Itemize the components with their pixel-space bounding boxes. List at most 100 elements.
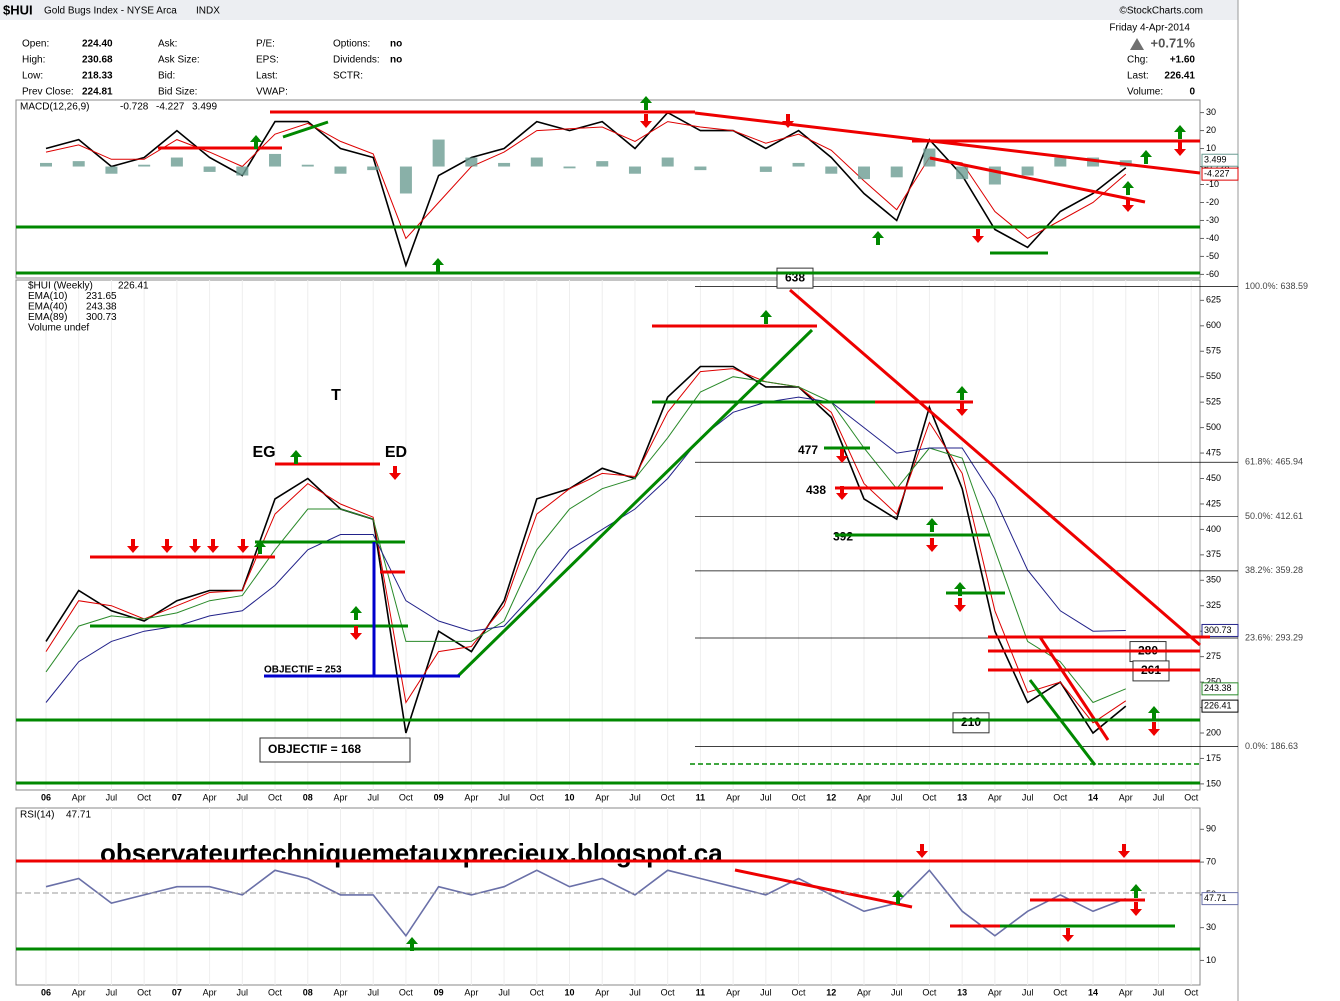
histogram-bar: [72, 161, 85, 167]
info-label: SCTR:: [333, 71, 363, 82]
down-arrow: [954, 598, 966, 612]
x-tick-label: Oct: [137, 987, 152, 997]
histogram-bar: [432, 139, 445, 167]
x-tick-label: Jul: [498, 792, 510, 802]
up-arrow: [760, 310, 772, 324]
trend-line: [456, 328, 814, 678]
up-arrow: [254, 540, 266, 554]
x-tick-label: Oct: [137, 792, 152, 802]
x-tick-label: Apr: [988, 987, 1002, 997]
y-tick-label: 450: [1206, 473, 1221, 483]
histogram-bar: [792, 162, 805, 167]
down-arrow: [1122, 198, 1134, 212]
info-label: Dividends:: [333, 55, 380, 66]
x-tick-label: 10: [565, 987, 575, 997]
histogram-bar: [1087, 157, 1100, 167]
source: ©StockCharts.com: [1119, 6, 1203, 17]
up-arrow: [350, 606, 362, 620]
panel-frame: [15, 807, 1201, 986]
y-tick-label: 325: [1206, 600, 1221, 610]
x-tick-label: Apr: [203, 792, 217, 802]
histogram-bar: [530, 157, 543, 167]
value-tag: [1201, 699, 1239, 713]
trend-line: [1038, 636, 1110, 741]
histogram-bar: [40, 162, 52, 167]
up-arrow: [892, 890, 904, 904]
y-tick-label: 10: [1206, 955, 1216, 965]
x-tick-label: Apr: [595, 792, 609, 802]
quote-label: Volume:: [1127, 87, 1163, 98]
histogram-bar: [334, 166, 347, 174]
x-tick-label: Oct: [922, 987, 937, 997]
up-arrow: [1148, 706, 1160, 720]
histogram-bar: [203, 166, 216, 172]
down-arrow: [189, 539, 201, 553]
panel-frame: [15, 99, 1201, 279]
y-tick-label: 150: [1206, 778, 1221, 788]
x-tick-label: Jul: [891, 987, 903, 997]
down-arrow: [916, 844, 928, 858]
y-tick-label: 10: [1206, 143, 1216, 153]
value-tag-label: 3.499: [1204, 155, 1227, 165]
histogram-bar: [236, 166, 249, 176]
down-arrow: [161, 539, 173, 553]
up-triangle: [1130, 38, 1144, 50]
level-label: 477: [798, 443, 818, 457]
histogram-bar: [170, 157, 183, 167]
x-tick-label: Oct: [1184, 792, 1199, 802]
down-arrow: [782, 114, 794, 128]
y-tick-label: -60: [1206, 269, 1219, 279]
legend-reading: -0.728: [120, 102, 149, 113]
y-tick-label: 350: [1206, 575, 1221, 585]
level-label: 392: [833, 530, 853, 544]
down-arrow: [237, 539, 249, 553]
annotation: T: [331, 387, 341, 404]
histogram-bar: [956, 166, 969, 180]
x-tick-label: Jul: [237, 792, 249, 802]
x-tick-label: Apr: [464, 987, 478, 997]
x-tick-label: 06: [41, 987, 51, 997]
histogram-bar: [923, 148, 936, 167]
info-label: P/E:: [256, 39, 275, 50]
x-tick-label: Apr: [203, 987, 217, 997]
x-tick-label: Jul: [1153, 987, 1165, 997]
down-arrow: [127, 539, 139, 553]
x-tick-label: Jul: [498, 987, 510, 997]
x-tick-label: 13: [957, 792, 967, 802]
info-label: Options:: [333, 39, 370, 50]
x-tick-label: Jul: [1153, 792, 1165, 802]
panel-frame: [15, 279, 1201, 791]
value-tag-label: 243.38: [1204, 683, 1232, 693]
annotation: ED: [385, 444, 407, 461]
level-label: 438: [806, 483, 826, 497]
up-arrow: [406, 937, 418, 951]
histogram-bar: [1054, 157, 1067, 167]
x-tick-label: Apr: [333, 987, 347, 997]
histogram-bar: [105, 166, 118, 174]
histogram-bar: [825, 166, 838, 174]
legend-name: $HUI (Weekly): [28, 281, 93, 292]
legend-extra: Volume undef: [28, 323, 89, 334]
y-tick-label: -10: [1206, 179, 1219, 189]
up-arrow: [926, 518, 938, 532]
series-line: [45, 396, 1126, 703]
info-value: no: [390, 39, 402, 50]
x-tick-label: 12: [826, 987, 836, 997]
quote-value: 226.41: [1164, 71, 1195, 82]
x-tick-label: Jul: [1022, 987, 1034, 997]
fib-label: 50.0%: 412.61: [1245, 511, 1303, 521]
info-label: EPS:: [256, 55, 279, 66]
y-tick-label: 550: [1206, 371, 1221, 381]
histogram-bar: [465, 157, 478, 167]
value-tag-label: 226.41: [1204, 700, 1232, 710]
up-arrow: [250, 135, 262, 149]
x-tick-label: Oct: [922, 792, 937, 802]
trend-line: [694, 111, 1201, 175]
histogram-bar: [661, 157, 674, 167]
value-tag-label: 300.73: [1204, 625, 1232, 635]
histogram-bar: [596, 161, 609, 167]
up-arrow: [640, 96, 652, 110]
y-tick-label: -30: [1206, 215, 1219, 225]
quote-value: +1.60: [1170, 55, 1196, 66]
histogram-bar: [858, 166, 870, 180]
